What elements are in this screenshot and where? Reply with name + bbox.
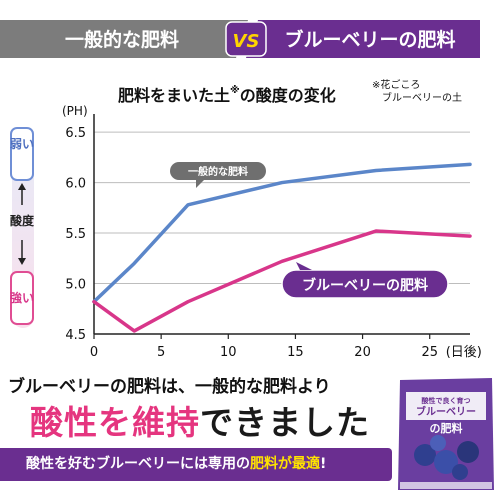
footer-bar-highlight: 肥料が最適	[250, 456, 320, 472]
y-axis-unit: (PH)	[62, 104, 88, 118]
y-tick-label: 4.5	[65, 328, 86, 343]
header-banner: 一般的な肥料 ブルーベリーの肥料 VS	[0, 20, 480, 58]
product-name-line2: の肥料	[430, 421, 463, 435]
banner-right-bg	[246, 20, 480, 58]
vs-label: VS	[233, 31, 260, 52]
series-1-label-pointer	[196, 180, 204, 188]
footer-bar-end: !	[320, 456, 327, 472]
series-2-label-text: ブルーベリーの肥料	[302, 277, 428, 294]
series-2-label: ブルーベリーの肥料	[281, 262, 449, 299]
x-tick-label: 5	[157, 345, 165, 360]
banner-left-label: 一般的な肥料	[65, 28, 179, 51]
x-tick-label: 15	[287, 345, 304, 360]
y-tick-label: 6.5	[65, 126, 86, 141]
series-1-label-bg	[170, 162, 266, 180]
indicator-mid-label: 酸度	[10, 213, 35, 228]
banner-right-label: ブルーベリーの肥料	[284, 28, 455, 51]
x-tick-label: 25	[421, 345, 438, 360]
x-axis-unit: (日後)	[446, 345, 482, 360]
series-2-label-pointer	[296, 262, 312, 270]
footer-line2-rest: できました	[200, 403, 370, 442]
indicator-strong-label: 強い	[10, 290, 34, 305]
vs-badge: VS	[225, 21, 267, 57]
series-line-2	[92, 229, 472, 333]
footer-line2: 酸性を維持できました	[30, 396, 390, 444]
product-top-label: 酸性で良く育つ	[422, 396, 471, 405]
series-1-label: 一般的な肥料	[170, 162, 266, 188]
product-package: 酸性で良く育つ ブルーベリー の肥料	[398, 378, 494, 490]
y-tick-label: 5.0	[65, 278, 86, 293]
series-1-label-text: 一般的な肥料	[188, 165, 248, 178]
x-tick-label: 10	[220, 345, 237, 360]
footer-bar: 酸性を好むブルーベリーには専用の肥料が最適!	[0, 448, 392, 481]
footer-bar-text: 酸性を好むブルーベリーには専用の	[26, 456, 250, 472]
plot-area: 4.5 5.0 5.5 6.0 6.5 0 5 10 15 20 25 (日後) 一般的な肥料ブルーベリ…	[65, 114, 482, 360]
indicator-weak-label: 弱い	[10, 136, 34, 151]
acidity-indicator: 弱い 酸度 強い	[10, 127, 35, 328]
blueberry-icon	[414, 435, 479, 480]
series-2-label-bg	[281, 269, 449, 299]
chart-note-line1: ※花ごころ	[372, 78, 420, 91]
banner-left-bg	[0, 20, 248, 58]
product-name-line1: ブルーベリー	[416, 405, 476, 418]
series-line-1	[92, 162, 472, 304]
x-tick-label: 20	[354, 345, 371, 360]
y-tick-label: 5.5	[65, 227, 86, 242]
footer-line1: ブルーベリーの肥料は、一般的な肥料より	[8, 377, 331, 397]
chart-title: 肥料をまいた土※の酸度の変化	[118, 84, 336, 105]
y-tick-label: 6.0	[65, 177, 86, 192]
x-tick-label: 0	[90, 345, 98, 360]
chart-note-line2: ブルーベリーの土	[382, 91, 462, 104]
footer-line2-highlight: 酸性を維持	[30, 403, 200, 442]
